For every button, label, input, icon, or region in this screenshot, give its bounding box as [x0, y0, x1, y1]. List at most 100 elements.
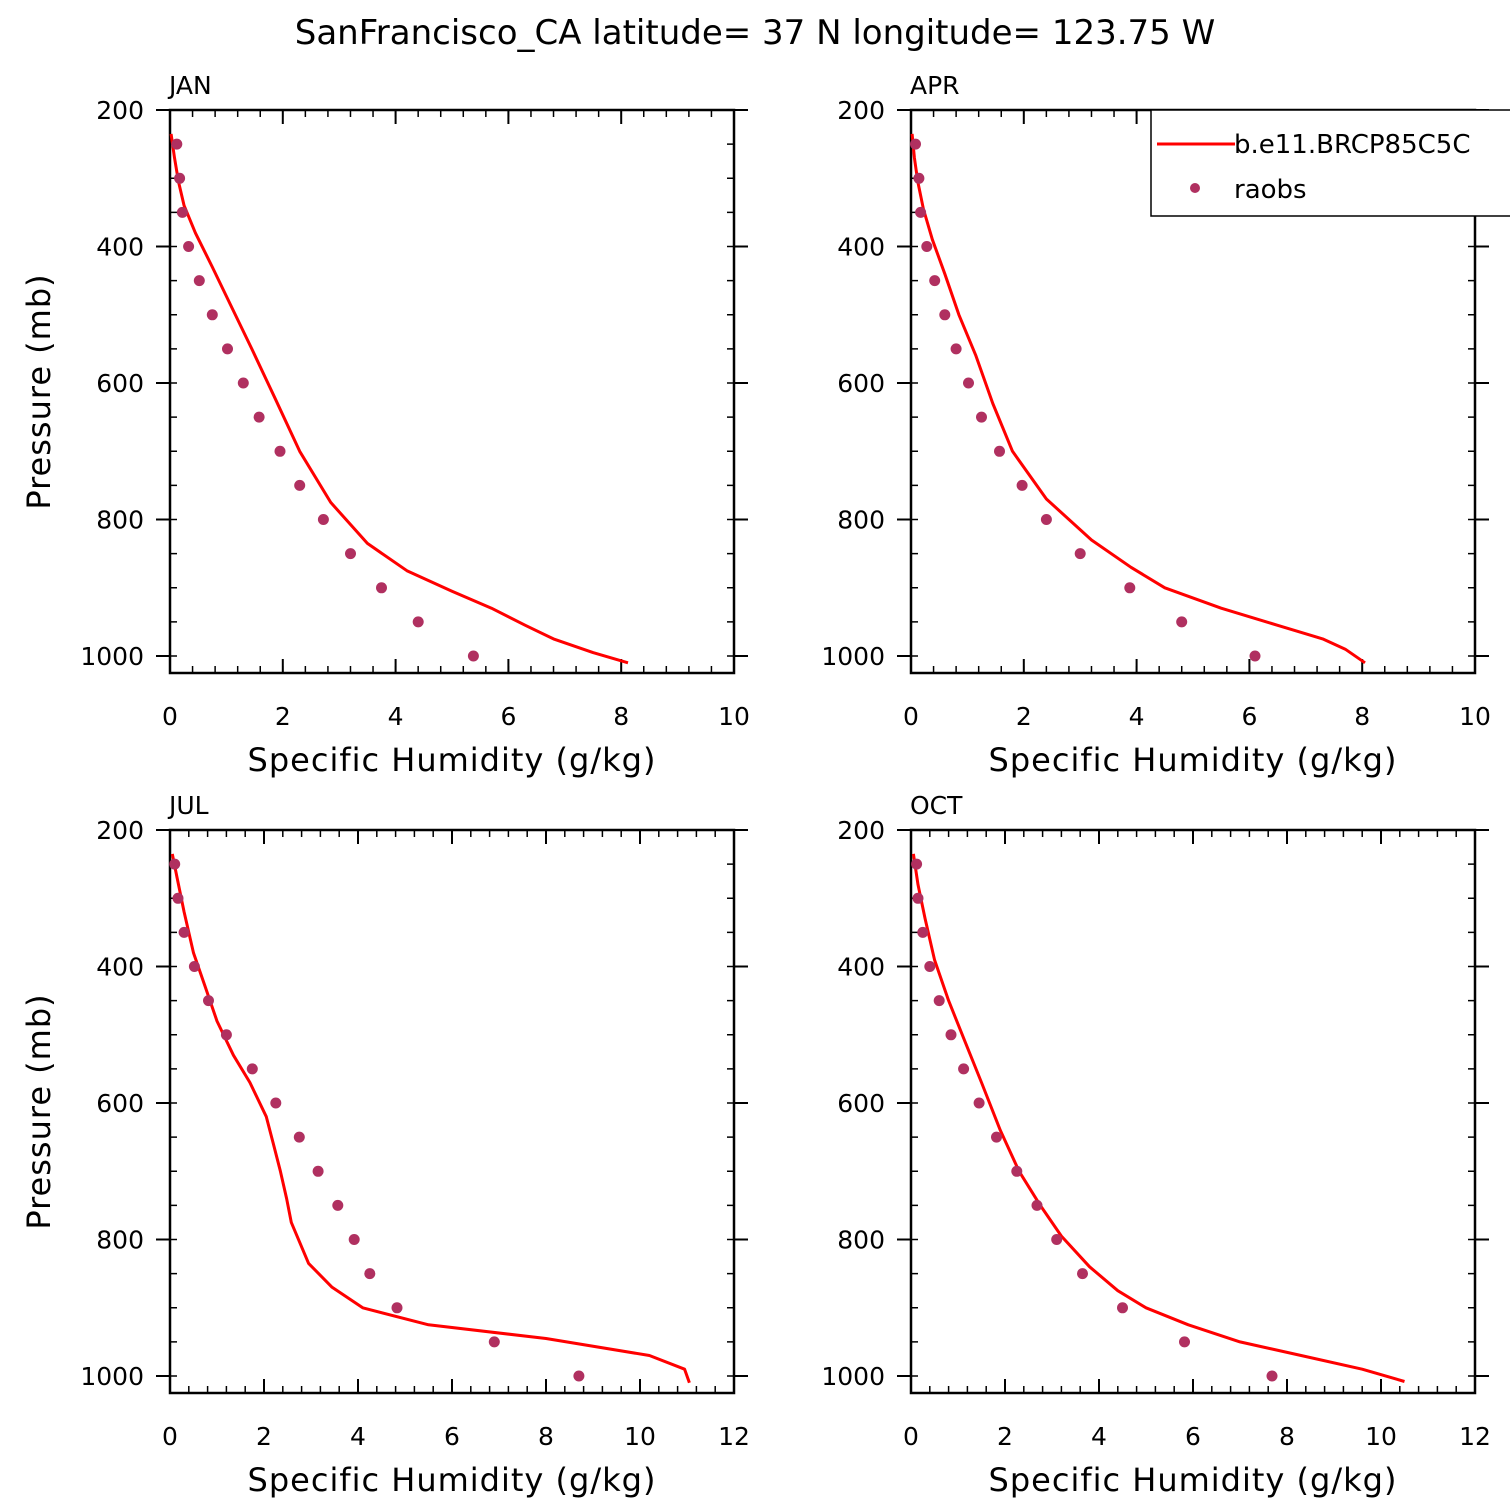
x-tick-label: 10 — [718, 702, 750, 731]
y-tick-label: 1000 — [80, 642, 144, 671]
obs-point-jan — [174, 172, 186, 184]
obs-point-jul — [391, 1302, 403, 1314]
obs-point-jul — [169, 858, 181, 870]
obs-point-oct — [912, 892, 924, 904]
y-tick-label: 400 — [96, 233, 144, 262]
obs-point-apr — [1074, 548, 1086, 560]
x-tick-label: 6 — [500, 702, 516, 731]
obs-point-jan — [412, 616, 424, 628]
obs-point-jul — [178, 926, 190, 938]
obs-point-oct — [911, 858, 923, 870]
obs-point-apr — [976, 411, 987, 423]
panel-title-jul: JUL — [167, 791, 209, 820]
obs-point-jan — [206, 309, 218, 321]
x-tick-label: 10 — [1459, 702, 1491, 731]
obs-point-jan — [317, 514, 329, 525]
y-tick-label: 400 — [837, 233, 885, 262]
obs-point-apr — [1249, 650, 1261, 662]
x-tick-label: 2 — [256, 1422, 272, 1451]
obs-point-oct — [924, 961, 936, 972]
model-profile-line-oct — [911, 853, 1405, 1383]
x-tick-label: 10 — [624, 1422, 656, 1451]
x-tick-label: 12 — [1459, 1422, 1491, 1451]
y-tick-label: 400 — [96, 953, 144, 982]
obs-point-oct — [917, 926, 929, 938]
y-tick-label: 200 — [837, 816, 885, 845]
obs-point-jan — [171, 138, 183, 150]
obs-point-jan — [294, 479, 306, 491]
legend-model-label: b.e11.BRCP85C5C — [1234, 130, 1471, 160]
x-tick-label: 2 — [275, 702, 291, 731]
obs-point-jul — [220, 1029, 232, 1041]
obs-point-jan — [176, 206, 188, 218]
x-tick-label: 4 — [1091, 1422, 1107, 1451]
obs-point-oct — [1117, 1302, 1128, 1314]
legend: b.e11.BRCP85C5C raobs — [1150, 109, 1510, 217]
obs-point-jul — [332, 1199, 344, 1211]
legend-box — [1150, 109, 1510, 217]
obs-point-jan — [222, 343, 233, 355]
y-axis-label-jul: Pressure (mb) — [20, 993, 58, 1229]
y-axis-label-jan: Pressure (mb) — [20, 273, 58, 509]
x-tick-label: 0 — [162, 702, 178, 731]
model-profile-line-jan — [169, 133, 629, 665]
obs-point-apr — [1124, 582, 1136, 594]
x-tick-label: 0 — [903, 1422, 919, 1451]
panel-title-apr: APR — [910, 71, 960, 100]
x-tick-label: 8 — [1354, 702, 1370, 731]
y-tick-label: 200 — [837, 96, 885, 125]
legend-obs-label: raobs — [1234, 175, 1307, 205]
x-tick-label: 2 — [997, 1422, 1013, 1451]
obs-point-jan — [274, 445, 286, 457]
y-tick-label: 1000 — [821, 642, 885, 671]
panel-oct: 0 2 4 6 8 10 12 200 400 600 800 1000 OCT Specific Hum… — [821, 791, 1491, 1499]
x-axis-label-oct: Specific Humidity (g/kg) — [989, 1461, 1398, 1499]
y-tick-label: 1000 — [80, 1362, 144, 1391]
obs-point-jul — [270, 1097, 282, 1109]
obs-point-oct — [1266, 1370, 1278, 1382]
x-tick-label: 4 — [388, 702, 404, 731]
model-profile-line-jul — [170, 853, 691, 1384]
y-tick-label: 1000 — [821, 1362, 885, 1391]
obs-point-jan — [345, 548, 356, 560]
x-tick-label: 8 — [613, 702, 629, 731]
plot-frame-jul — [168, 828, 736, 1395]
obs-point-jul — [246, 1063, 258, 1075]
panel-jul: 0 2 4 6 8 10 12 200 400 600 800 1000 JUL Specific Hum… — [20, 791, 750, 1499]
figure-title: SanFrancisco_CA latitude= 37 N longitude… — [295, 13, 1216, 53]
obs-point-oct — [1031, 1199, 1043, 1211]
x-tick-label: 0 — [903, 702, 919, 731]
panel-jan: 0 2 4 6 8 10 200 400 600 800 1000 JAN Specific Humid… — [20, 71, 750, 779]
panel-title-jan: JAN — [167, 71, 212, 100]
obs-point-oct — [1179, 1336, 1190, 1348]
x-tick-label: 6 — [1241, 702, 1257, 731]
y-tick-label: 800 — [96, 1226, 144, 1255]
x-tick-label: 8 — [538, 1422, 554, 1451]
obs-point-jan — [237, 377, 249, 389]
y-tick-label: 600 — [837, 369, 885, 398]
obs-point-oct — [991, 1131, 1002, 1143]
obs-point-jan — [183, 241, 195, 252]
y-tick-label: 600 — [96, 1089, 144, 1118]
y-tick-label: 800 — [837, 1226, 885, 1255]
x-tick-label: 4 — [1129, 702, 1145, 731]
obs-point-jul — [573, 1370, 585, 1382]
obs-point-jan — [376, 582, 387, 594]
obs-point-apr — [910, 138, 921, 150]
y-tick-label: 800 — [96, 506, 144, 535]
obs-point-oct — [1011, 1165, 1023, 1177]
x-tick-label: 6 — [444, 1422, 460, 1451]
obs-point-apr — [994, 445, 1005, 457]
obs-point-oct — [933, 995, 945, 1007]
obs-point-apr — [963, 377, 974, 389]
obs-point-jul — [172, 892, 184, 904]
plot-frame-jan — [168, 108, 736, 675]
obs-point-jan — [467, 650, 479, 662]
obs-point-apr — [913, 172, 925, 184]
y-tick-label: 600 — [96, 369, 144, 398]
x-axis-label-jul: Specific Humidity (g/kg) — [248, 1461, 657, 1499]
obs-point-jul — [312, 1165, 324, 1177]
obs-point-apr — [929, 275, 941, 287]
panel-title-oct: OCT — [910, 791, 963, 820]
